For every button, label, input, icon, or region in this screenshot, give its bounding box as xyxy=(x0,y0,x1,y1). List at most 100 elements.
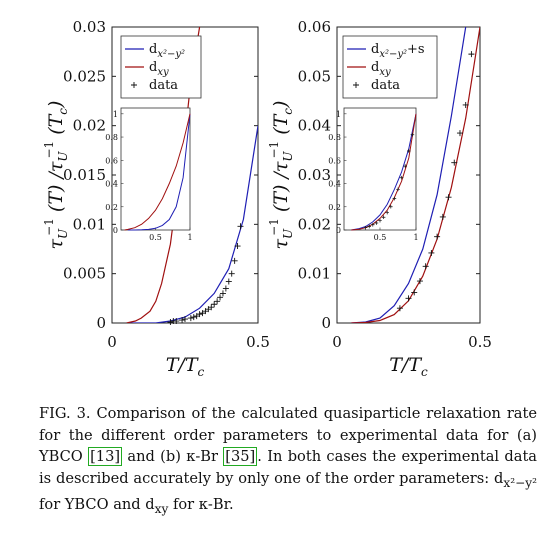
inset-data-point xyxy=(371,222,375,227)
caption-ref-2[interactable]: [35] xyxy=(223,447,258,466)
legend-label: data xyxy=(149,78,178,93)
inset-y-tick-label: 0.6 xyxy=(328,156,341,165)
y-tick-label: 0.01 xyxy=(298,265,331,283)
inset-data-point xyxy=(396,187,400,192)
legend-marker xyxy=(353,82,359,88)
inset-data-point xyxy=(378,218,382,223)
data-point xyxy=(182,316,188,323)
data-point xyxy=(428,249,435,256)
y-tick-label: 0.04 xyxy=(298,117,331,135)
data-point xyxy=(422,263,429,270)
data-point xyxy=(219,290,226,297)
data-point xyxy=(405,295,412,302)
legend-label: dx²−y² xyxy=(149,42,185,60)
inset-data-point xyxy=(385,210,389,215)
data-point xyxy=(231,257,238,264)
y-tick-label: 0.02 xyxy=(73,117,106,135)
inset-y-tick-label: 0 xyxy=(336,226,341,235)
y-tick-label: 0.015 xyxy=(63,166,106,184)
legend-marker xyxy=(131,82,137,88)
inset-x-tick-label: 1 xyxy=(187,233,192,242)
inset-y-tick-label: 0.8 xyxy=(328,133,341,142)
data-point xyxy=(190,314,197,321)
caption-text-1: FIG. 3. Comparison of the calculated qua… xyxy=(39,405,537,465)
x-tick-label: 0 xyxy=(332,333,342,351)
data-point xyxy=(451,159,458,166)
inset-y-tick-label: 0.6 xyxy=(105,156,118,165)
inset-y-tick-label: 0.8 xyxy=(105,133,118,142)
inset-data-point xyxy=(381,215,386,220)
data-point xyxy=(445,194,452,201)
y-tick-label: 0 xyxy=(321,314,331,332)
data-point xyxy=(167,319,174,326)
data-point xyxy=(179,317,186,324)
data-point xyxy=(237,223,244,230)
inset-x-tick-label: 0.5 xyxy=(374,233,387,242)
panel-b: 0 0.01 0.02 0.03 0.04 0.05 0.06 0 0.5 dx²−y²+sdxy… xyxy=(267,18,492,379)
data-point xyxy=(173,318,180,325)
inset-data-point xyxy=(389,204,393,209)
y-tick-label: 0.05 xyxy=(298,67,331,85)
inset-y-tick-label: 0.2 xyxy=(105,203,118,212)
caption-text-5: for κ-Br. xyxy=(168,495,234,513)
x-axis-label: T/Tc xyxy=(389,354,428,379)
data-point xyxy=(214,298,221,305)
x-tick-label: 0.5 xyxy=(468,333,492,351)
inset-data-point xyxy=(367,224,371,229)
inset-series-line xyxy=(351,113,417,231)
inset-data-point xyxy=(392,196,397,201)
inset-y-tick-label: 0.2 xyxy=(328,203,341,212)
inset-y-tick-label: 1 xyxy=(336,110,341,119)
y-tick-label: 0.03 xyxy=(298,166,331,184)
inset-data-point xyxy=(410,132,415,137)
y-tick-label: 0.02 xyxy=(298,215,331,233)
inset-data-point xyxy=(407,149,411,153)
inset-y-tick-label: 0.4 xyxy=(105,180,118,189)
inset-y-tick-label: 1 xyxy=(113,110,118,119)
y-tick-label: 0.025 xyxy=(63,67,106,85)
legend-label: data xyxy=(371,78,400,93)
series-line-d-wave xyxy=(351,27,467,323)
data-point xyxy=(396,305,403,312)
caption-text-4: for YBCO and d xyxy=(39,495,155,513)
inset-y-tick-label: 0 xyxy=(113,226,118,235)
inset-data-point xyxy=(403,164,407,168)
data-point xyxy=(439,213,446,220)
data-point xyxy=(187,315,194,322)
inset-series-line xyxy=(124,113,191,231)
y-tick-label: 0.005 xyxy=(63,265,106,283)
x-tick-label: 0 xyxy=(107,333,117,351)
y-tick-label: 0 xyxy=(96,314,106,332)
legend-label: dxy xyxy=(371,60,391,78)
data-point xyxy=(411,289,418,296)
data-point xyxy=(228,270,235,277)
y-axis-label: τU−1 (T) /τU−1 (Tc) xyxy=(267,101,295,250)
figure-caption: FIG. 3. Comparison of the calculated qua… xyxy=(39,403,537,520)
inset-x-tick-label: 1 xyxy=(413,233,418,242)
data-point xyxy=(208,304,215,311)
inset-y-tick-label: 0.4 xyxy=(328,180,341,189)
y-tick-label: 0.06 xyxy=(298,18,331,36)
x-tick-label: 0.5 xyxy=(246,333,270,351)
data-point xyxy=(234,243,241,250)
inset-series-line xyxy=(127,113,191,231)
data-point xyxy=(456,130,463,137)
inset-data-point xyxy=(374,221,379,225)
caption-text-2: and (b) κ-Br xyxy=(122,448,224,465)
y-tick-label: 0.03 xyxy=(73,18,106,36)
data-point xyxy=(211,301,218,308)
data-point xyxy=(434,233,441,240)
legend-label: dx²−y²+s xyxy=(371,42,425,60)
series-line-d-wave xyxy=(126,125,258,323)
inset-data-point xyxy=(399,175,404,180)
legend-label: dxy xyxy=(149,60,169,78)
data-point xyxy=(196,311,203,318)
y-tick-label: 0.01 xyxy=(73,215,106,233)
caption-ref-1[interactable]: [13] xyxy=(88,447,123,466)
data-point xyxy=(217,294,224,301)
data-point xyxy=(416,278,423,285)
caption-sub-2: xy xyxy=(154,501,169,516)
inset-frame xyxy=(120,107,191,231)
x-axis-label: T/Tc xyxy=(166,354,205,379)
